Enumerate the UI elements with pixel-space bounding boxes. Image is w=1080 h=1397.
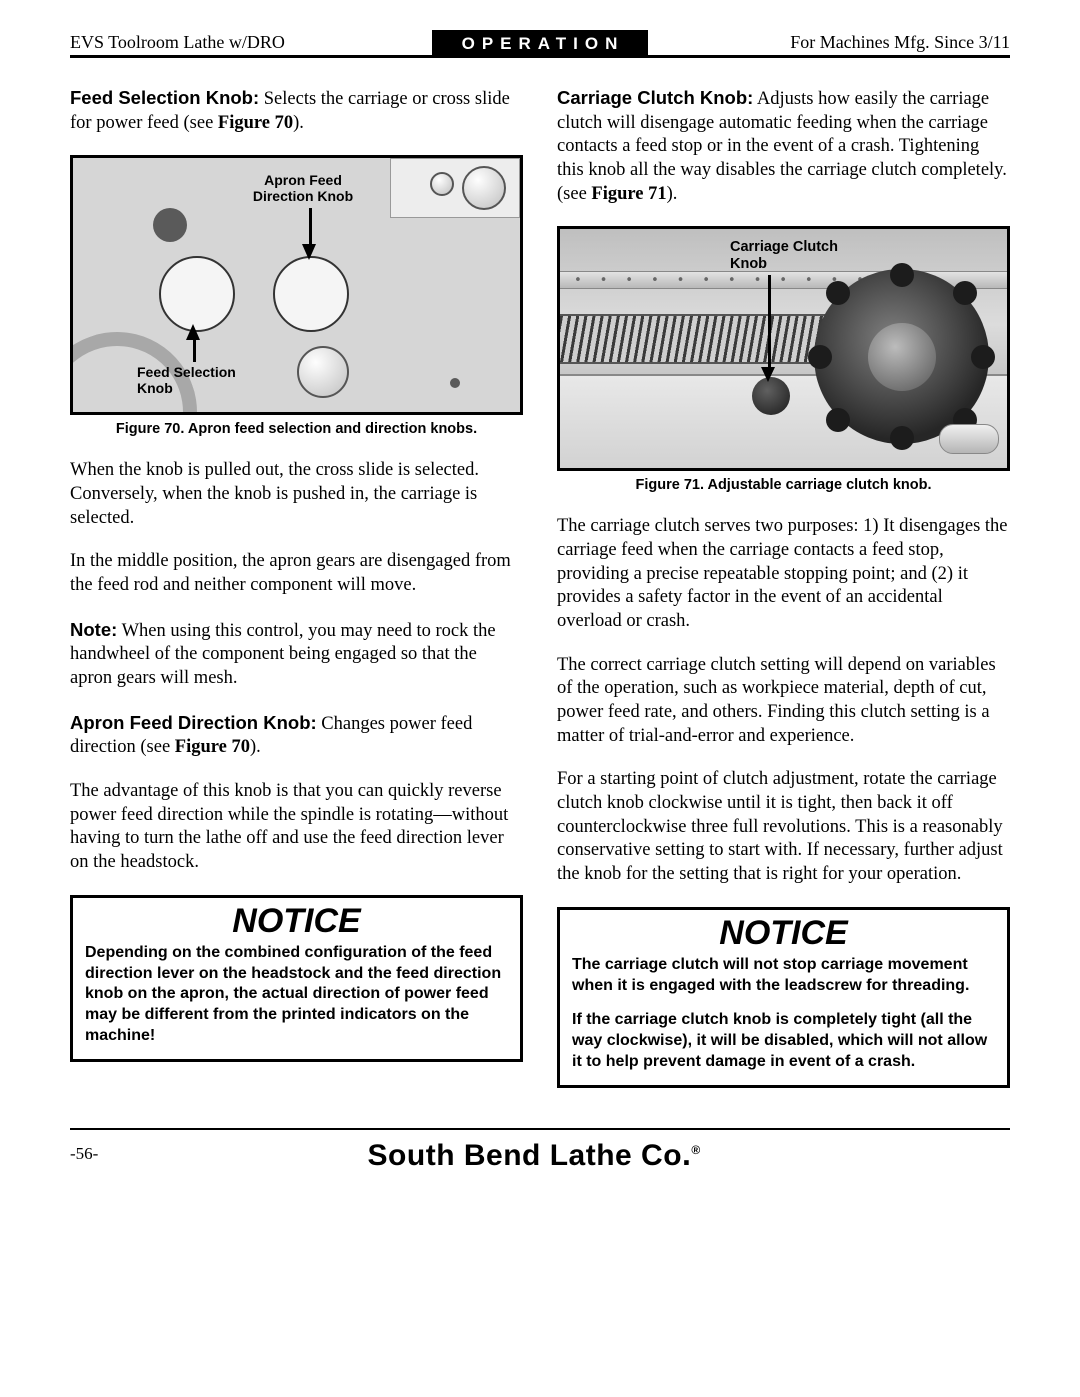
p-apron-direction: Apron Feed Direction Knob: Changes power… bbox=[70, 711, 523, 760]
p-note: Note: When using this control, you may n… bbox=[70, 618, 523, 691]
notice-text-1: The carriage clutch will not stop carria… bbox=[572, 955, 995, 997]
notice-box-left: NOTICE Depending on the combined configu… bbox=[70, 895, 523, 1062]
knob-icon bbox=[153, 208, 187, 242]
figure-71-ref: Figure 71 bbox=[591, 184, 666, 204]
p-correct-setting: The correct carriage clutch setting will… bbox=[557, 654, 1010, 749]
arrow-down-icon bbox=[761, 367, 775, 382]
arrow-stem-icon bbox=[309, 208, 312, 248]
arrow-up-icon bbox=[186, 324, 200, 340]
arrow-stem-icon bbox=[193, 338, 196, 362]
notice-text: Depending on the combined configuration … bbox=[85, 943, 508, 1047]
figure-70-ref: Figure 70 bbox=[218, 113, 293, 133]
apron-feed-direction-label: Apron Feed Direction Knob bbox=[243, 172, 363, 204]
apron-direction-dial-icon bbox=[273, 256, 349, 332]
header-right: For Machines Mfg. Since 3/11 bbox=[648, 30, 1010, 55]
p-middle-position: In the middle position, the apron gears … bbox=[70, 550, 523, 597]
page-number: -56- bbox=[70, 1144, 98, 1164]
p-starting-point: For a starting point of clutch adjustmen… bbox=[557, 768, 1010, 886]
notice-title: NOTICE bbox=[572, 914, 995, 953]
content-columns: Feed Selection Knob: Selects the carriag… bbox=[70, 86, 1010, 1088]
dot-icon bbox=[450, 378, 460, 388]
leadscrew-icon bbox=[560, 314, 851, 364]
notice-box-right: NOTICE The carriage clutch will not stop… bbox=[557, 907, 1010, 1088]
knob-icon bbox=[297, 346, 349, 398]
p-two-purposes: The carriage clutch serves two purposes:… bbox=[557, 515, 1010, 633]
page-footer: -56- South Bend Lathe Co.® bbox=[70, 1128, 1010, 1173]
p-cross-slide: When the knob is pulled out, the cross s… bbox=[70, 459, 523, 530]
figure-70-ref-2: Figure 70 bbox=[175, 737, 250, 757]
carriage-clutch-label: Carriage Clutch Knob bbox=[730, 239, 838, 272]
arrow-down-icon bbox=[302, 244, 316, 260]
apron-feed-direction-knob-label: Apron Feed Direction Knob: bbox=[70, 712, 317, 733]
header-left: EVS Toolroom Lathe w/DRO bbox=[70, 30, 432, 55]
figure-71-caption: Figure 71. Adjustable carriage clutch kn… bbox=[557, 477, 1010, 493]
carriage-clutch-intro: Carriage Clutch Knob: Adjusts how easily… bbox=[557, 86, 1010, 206]
page-header: EVS Toolroom Lathe w/DRO OPERATION For M… bbox=[70, 30, 1010, 58]
figure-71: • • • • • • • • • • • • • • Carriage Clu… bbox=[557, 226, 1010, 471]
brand-name: South Bend Lathe Co.® bbox=[98, 1136, 970, 1173]
handwheel-icon bbox=[814, 269, 989, 444]
arrow-stem-icon bbox=[768, 275, 771, 371]
feed-selection-intro: Feed Selection Knob: Selects the carriag… bbox=[70, 86, 523, 135]
figure-70-caption: Figure 70. Apron feed selection and dire… bbox=[70, 421, 523, 437]
p-advantage: The advantage of this knob is that you c… bbox=[70, 780, 523, 875]
notice-title: NOTICE bbox=[85, 902, 508, 941]
feed-selection-dial-icon bbox=[159, 256, 235, 332]
feed-selection-knob-label: Feed Selection Knob: bbox=[70, 87, 259, 108]
note-label: Note: bbox=[70, 619, 117, 640]
notice-text-2: If the carriage clutch knob is completel… bbox=[572, 1010, 995, 1072]
handle-knob-icon bbox=[939, 424, 999, 454]
feed-selection-label: Feed Selection Knob bbox=[137, 364, 236, 396]
right-column: Carriage Clutch Knob: Adjusts how easily… bbox=[557, 86, 1010, 1088]
left-column: Feed Selection Knob: Selects the carriag… bbox=[70, 86, 523, 1088]
carriage-clutch-knob-label: Carriage Clutch Knob: bbox=[557, 87, 753, 108]
figure-70: Apron Feed Direction Knob Feed Selection… bbox=[70, 155, 523, 415]
header-section-title: OPERATION bbox=[432, 30, 649, 55]
